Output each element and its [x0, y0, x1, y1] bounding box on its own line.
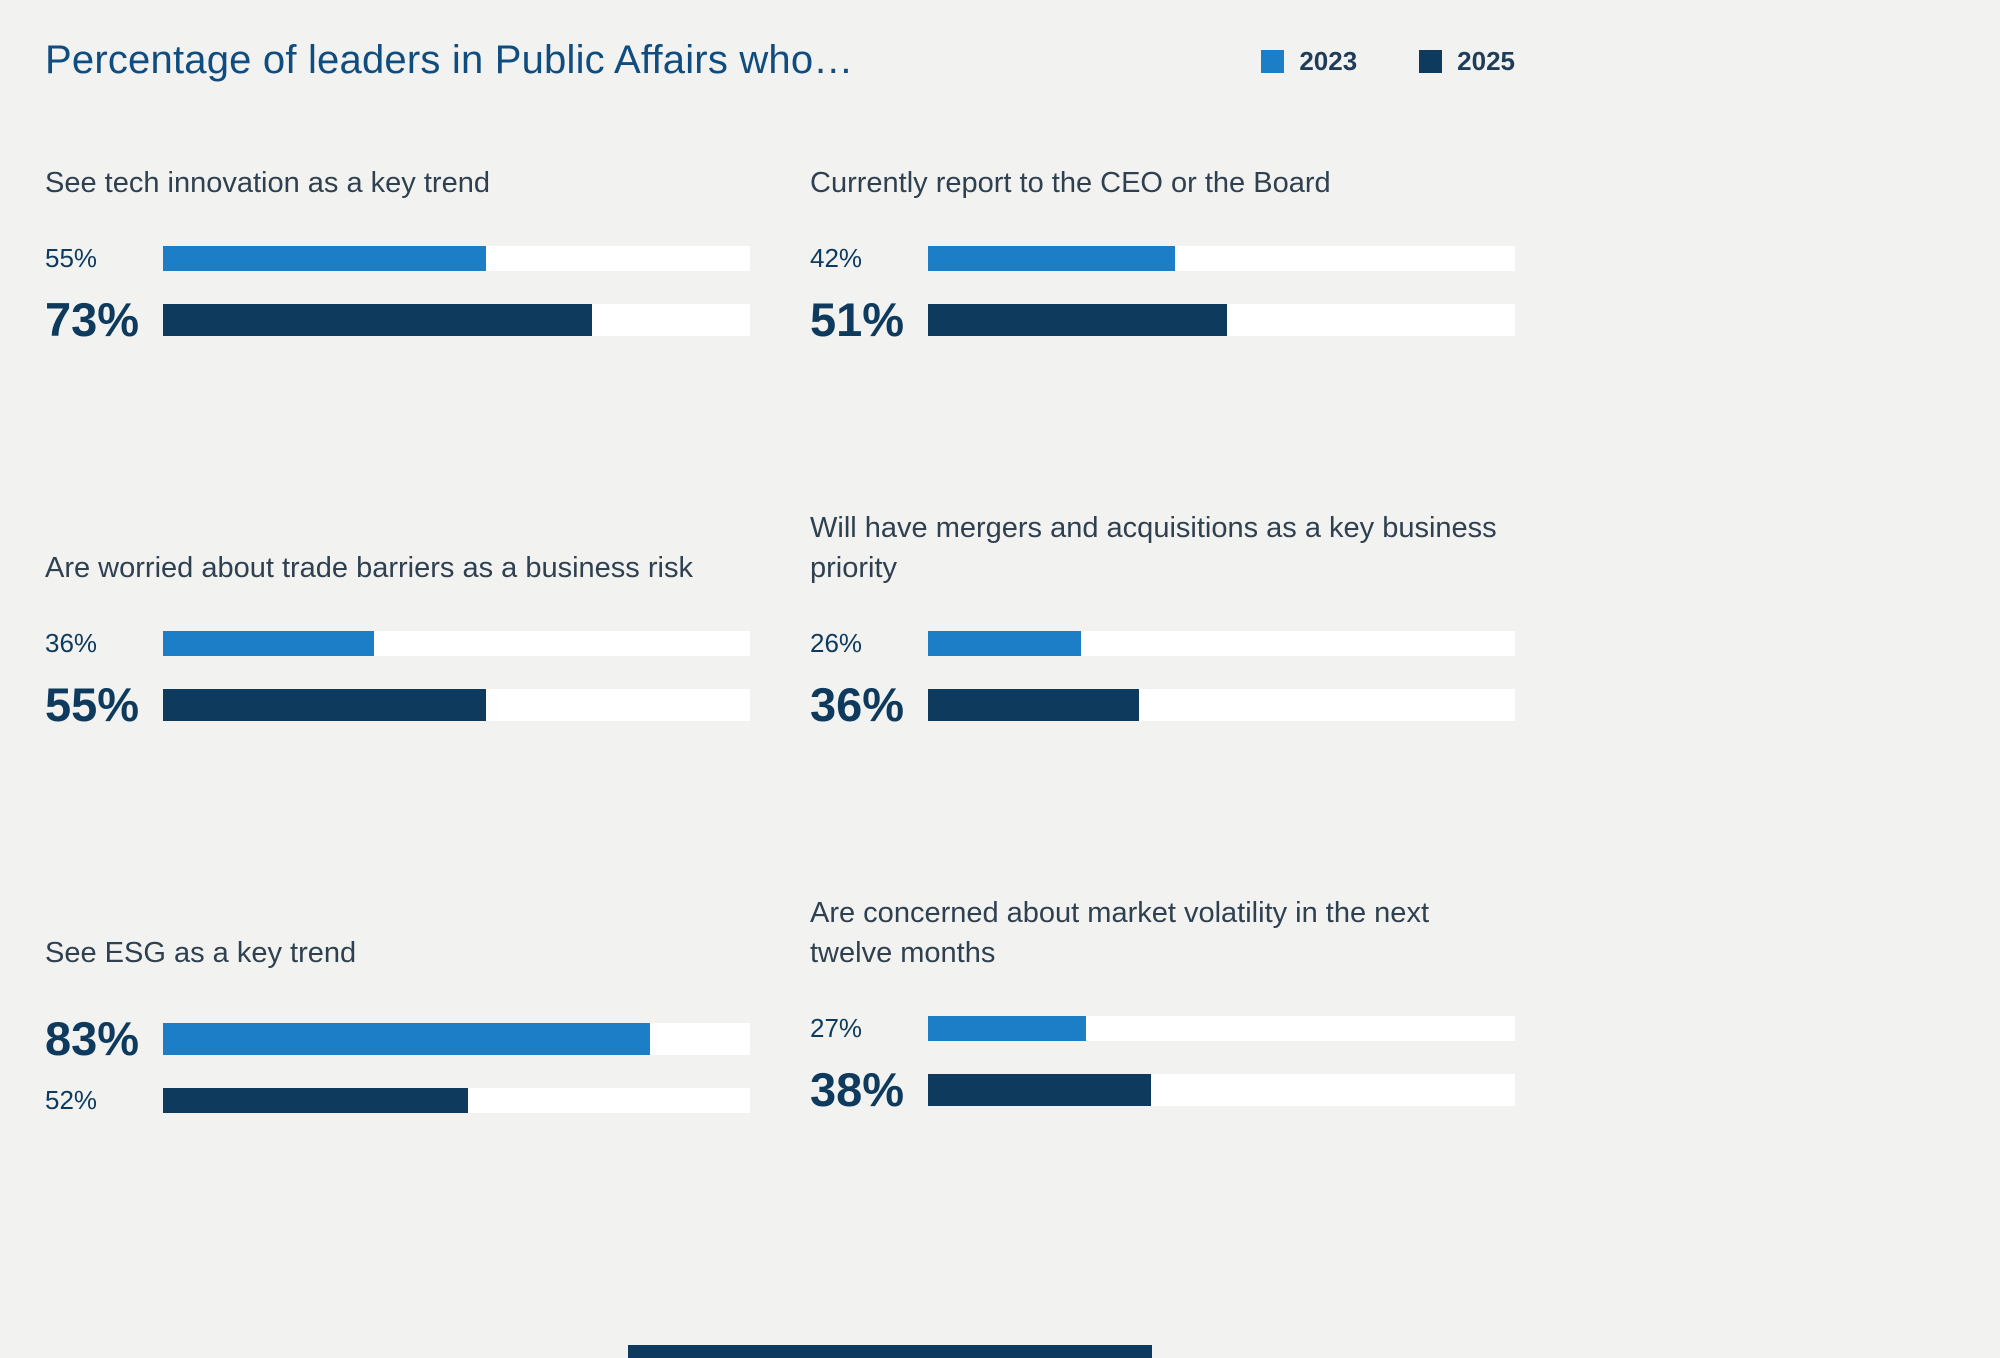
chart-panel-2: Currently report to the CEO or the Board…	[810, 163, 1515, 343]
bar-fill-2023	[163, 630, 375, 656]
bar-fill-2023	[928, 1015, 1087, 1041]
bar-fill-2023	[163, 1022, 651, 1055]
bar-row-2025: 51%	[810, 296, 1515, 343]
chart-panel-3: Are worried about trade barriers as a bu…	[45, 508, 750, 728]
bar-fill-2023	[928, 245, 1175, 271]
bar-track-2025	[928, 303, 1515, 336]
bar-row-2025: 38%	[810, 1066, 1515, 1113]
bar-row-2025: 36%	[810, 681, 1515, 728]
bar-row-2023: 42%	[810, 245, 1515, 271]
page-title: Percentage of leaders in Public Affairs …	[45, 38, 854, 82]
bar-value-2023: 55%	[45, 243, 98, 274]
legend: 2023 2025	[1261, 38, 1515, 77]
chart-panel-1: See tech innovation as a key trend 55% 73%	[45, 163, 750, 343]
bar-row-2023: 83%	[45, 1015, 750, 1062]
bar-row-2023: 27%	[810, 1015, 1515, 1041]
legend-item-2025: 2025	[1419, 46, 1515, 77]
bar-track-2025	[163, 688, 750, 721]
bar-value-2025: 55%	[45, 678, 140, 732]
bar-row-2025: 73%	[45, 296, 750, 343]
bar-value-2023: 42%	[810, 243, 863, 274]
footer-bar	[628, 1345, 1152, 1358]
bar-row-2025: 52%	[45, 1087, 750, 1113]
bar-track-2023	[928, 245, 1515, 271]
bar-value-2025: 73%	[45, 293, 140, 347]
bar-fill-2023	[928, 630, 1081, 656]
panels-grid: See tech innovation as a key trend 55% 73%…	[45, 163, 1560, 1113]
infographic-page: Percentage of leaders in Public Affairs …	[45, 38, 1560, 1113]
bar-fill-2025	[928, 688, 1140, 721]
bar-fill-2025	[928, 303, 1228, 336]
panel-title: Will have mergers and acquisitions as a …	[810, 512, 1497, 585]
bar-row-2025: 55%	[45, 681, 750, 728]
header: Percentage of leaders in Public Affairs …	[45, 38, 1515, 83]
bar-value-2023: 27%	[810, 1013, 863, 1044]
panel-title: Currently report to the CEO or the Board	[810, 167, 1331, 199]
bar-fill-2023	[163, 245, 486, 271]
bar-track-2025	[163, 303, 750, 336]
bar-fill-2025	[928, 1073, 1152, 1106]
panel-title: Are worried about trade barriers as a bu…	[45, 552, 693, 585]
bar-track-2023	[928, 630, 1515, 656]
bar-track-2023	[928, 1015, 1515, 1041]
bar-value-2023: 83%	[45, 1012, 140, 1066]
bar-track-2025	[163, 1087, 750, 1113]
bar-track-2023	[163, 1022, 750, 1055]
chart-panel-5: See ESG as a key trend 83% 52%	[45, 893, 750, 1113]
legend-swatch-icon	[1261, 50, 1285, 73]
bar-track-2025	[928, 1073, 1515, 1106]
panel-title: Are concerned about market volatility in…	[810, 897, 1429, 970]
chart-panel-4: Will have mergers and acquisitions as a …	[810, 508, 1515, 728]
legend-label: 2025	[1457, 46, 1515, 76]
bar-track-2025	[928, 688, 1515, 721]
bar-track-2023	[163, 630, 750, 656]
bar-value-2025: 52%	[45, 1085, 98, 1116]
bar-fill-2025	[163, 303, 592, 336]
bar-value-2023: 36%	[45, 628, 98, 659]
bar-row-2023: 55%	[45, 245, 750, 271]
bar-row-2023: 26%	[810, 630, 1515, 656]
legend-label: 2023	[1299, 46, 1358, 76]
legend-swatch-icon	[1419, 50, 1443, 73]
legend-item-2023: 2023	[1261, 46, 1357, 77]
bar-row-2023: 36%	[45, 630, 750, 656]
bar-value-2025: 36%	[810, 678, 905, 732]
bar-track-2023	[163, 245, 750, 271]
bar-value-2025: 51%	[810, 293, 905, 347]
bar-fill-2025	[163, 688, 486, 721]
panel-title: See tech innovation as a key trend	[45, 167, 490, 199]
bar-value-2023: 26%	[810, 628, 863, 659]
bar-value-2025: 38%	[810, 1063, 905, 1117]
panel-title: See ESG as a key trend	[45, 937, 357, 970]
chart-panel-6: Are concerned about market volatility in…	[810, 893, 1515, 1113]
bar-fill-2025	[163, 1087, 469, 1113]
